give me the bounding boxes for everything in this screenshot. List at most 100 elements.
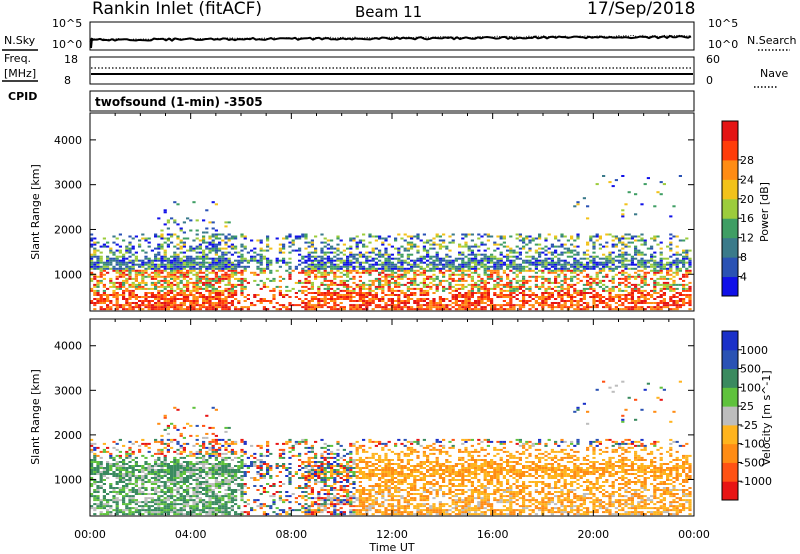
power-cell bbox=[112, 304, 116, 307]
power-cell bbox=[621, 247, 625, 250]
power-cell bbox=[214, 298, 218, 300]
power-cell bbox=[266, 261, 270, 264]
power-cell bbox=[211, 296, 215, 298]
power-cell bbox=[534, 294, 538, 296]
power-cell bbox=[666, 257, 670, 260]
velocity-cell bbox=[186, 471, 190, 473]
velocity-cell bbox=[173, 507, 177, 510]
power-cell bbox=[646, 271, 650, 274]
power-cell bbox=[163, 279, 167, 282]
power-cell bbox=[147, 265, 151, 268]
power-cell bbox=[518, 269, 522, 272]
power-cell bbox=[640, 292, 644, 294]
power-cell bbox=[221, 269, 225, 272]
power-cell bbox=[419, 257, 423, 260]
power-cell bbox=[285, 294, 289, 296]
power-cell bbox=[378, 251, 382, 254]
power-cell bbox=[480, 263, 484, 266]
power-cell bbox=[397, 300, 401, 302]
power-cell bbox=[240, 292, 244, 294]
velocity-cell bbox=[208, 501, 212, 504]
velocity-cell bbox=[131, 459, 135, 461]
power-cell bbox=[509, 265, 513, 268]
velocity-cell bbox=[141, 481, 145, 483]
velocity-cell bbox=[160, 491, 164, 493]
power-cell bbox=[173, 294, 177, 296]
power-cell bbox=[582, 308, 586, 311]
velocity-cell bbox=[131, 465, 135, 467]
power-cell bbox=[634, 239, 638, 242]
power-cell bbox=[621, 237, 625, 240]
power-cell bbox=[496, 235, 500, 238]
power-cell bbox=[307, 255, 311, 258]
power-cell bbox=[576, 245, 580, 248]
power-cell bbox=[154, 298, 158, 300]
power-cell bbox=[554, 269, 558, 272]
power-cell bbox=[173, 255, 177, 258]
velocity-cell bbox=[138, 505, 142, 508]
power-cell bbox=[413, 261, 417, 264]
power-cell bbox=[611, 269, 615, 272]
power-cell bbox=[618, 304, 622, 307]
power-cell bbox=[346, 279, 350, 282]
power-cell bbox=[125, 304, 129, 307]
velocity-cell bbox=[102, 450, 106, 453]
velocity-cell bbox=[157, 452, 161, 455]
power-cell bbox=[474, 269, 478, 272]
velocity-cell bbox=[96, 463, 100, 465]
power-cell bbox=[134, 255, 138, 258]
velocity-cell bbox=[102, 497, 106, 500]
power-cell bbox=[394, 237, 398, 240]
power-cell bbox=[688, 302, 692, 304]
power-cell bbox=[672, 308, 676, 311]
power-cell bbox=[192, 247, 196, 250]
power-cell bbox=[298, 271, 302, 274]
velocity-cell bbox=[211, 450, 215, 453]
power-cell bbox=[518, 265, 522, 268]
velocity-cell bbox=[90, 477, 94, 479]
power-cell bbox=[387, 308, 391, 311]
power-cell bbox=[560, 294, 564, 296]
power-cell bbox=[659, 308, 663, 311]
power-cell bbox=[627, 259, 631, 262]
power-cell bbox=[106, 306, 110, 309]
power-cell bbox=[96, 263, 100, 266]
power-cell bbox=[230, 300, 234, 302]
power-cell bbox=[493, 287, 497, 290]
power-cell bbox=[330, 271, 334, 274]
power-cell bbox=[627, 294, 631, 296]
power-cell bbox=[557, 263, 561, 266]
power-cell bbox=[621, 209, 625, 212]
power-cell bbox=[640, 302, 644, 304]
power-cell bbox=[237, 259, 241, 262]
power-cell bbox=[605, 261, 609, 264]
power-cell bbox=[102, 298, 106, 300]
power-cell bbox=[128, 285, 132, 288]
power-cell bbox=[224, 247, 228, 250]
power-cell bbox=[147, 263, 151, 266]
velocity-cell bbox=[128, 454, 132, 457]
power-cell bbox=[483, 257, 487, 260]
velocity-cell bbox=[102, 467, 106, 469]
velocity-cell bbox=[93, 483, 97, 485]
power-cell bbox=[579, 261, 583, 264]
velocity-cell bbox=[141, 487, 145, 489]
power-cell bbox=[230, 292, 234, 294]
velocity-cell bbox=[122, 473, 126, 475]
power-cell bbox=[205, 279, 209, 282]
power-cell bbox=[429, 255, 433, 258]
power-cell bbox=[662, 287, 666, 290]
power-cell bbox=[509, 285, 513, 288]
power-cell bbox=[522, 300, 526, 302]
power-cell bbox=[605, 245, 609, 248]
power-cell bbox=[522, 277, 526, 280]
power-cell bbox=[330, 251, 334, 254]
velocity-cell bbox=[90, 450, 94, 453]
power-cell bbox=[378, 287, 382, 290]
power-cell bbox=[278, 304, 282, 307]
power-cell bbox=[365, 261, 369, 264]
power-cell bbox=[438, 281, 442, 284]
velocity-cell bbox=[214, 471, 218, 473]
power-cell bbox=[413, 281, 417, 284]
power-cell bbox=[147, 257, 151, 260]
